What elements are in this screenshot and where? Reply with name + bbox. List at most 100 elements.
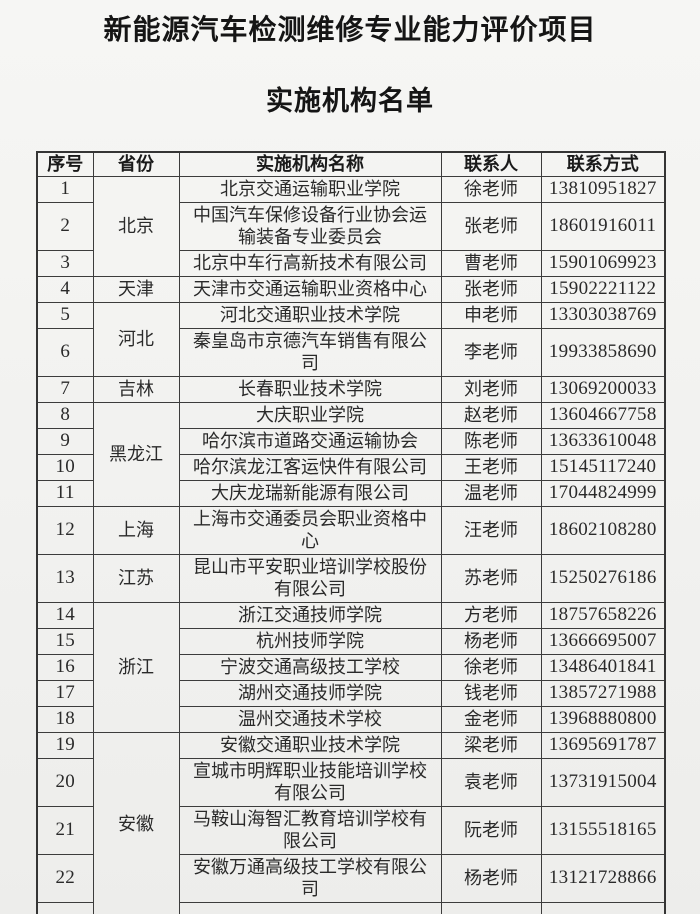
cell-serial-number: 14 <box>36 601 94 629</box>
cell-organization-name: 中国汽车保修设备行业协会运输装备专业委员会 <box>178 201 442 251</box>
cell-serial-number: 12 <box>36 505 94 555</box>
cell-organization-name: 哈尔滨龙江客运快件有限公司 <box>178 453 442 481</box>
cell-organization-name: 秦皇岛市京德汽车销售有限公司 <box>178 327 442 377</box>
table-row: 8 黑龙江 大庆职业学院 赵老师 13604667758 <box>36 401 666 507</box>
table-row: 1 北京 北京交通运输职业学院 徐老师 13810951827 <box>36 175 666 277</box>
column-header-0: 序号 <box>36 151 94 177</box>
column-header-4: 联系方式 <box>540 151 666 177</box>
cell-empty <box>36 901 94 914</box>
cell-serial-number: 2 <box>36 201 94 251</box>
table-row: 5 河北 河北交通职业技术学院 申老师 13303038769 <box>36 301 666 377</box>
cell-organization-name: 湖州交通技师学院 <box>178 679 442 707</box>
cell-contact-person: 温老师 <box>440 479 542 507</box>
cell-organization-name: 杭州技师学院 <box>178 627 442 655</box>
cell-contact-person: 王老师 <box>440 453 542 481</box>
cell-organization-name: 上海市交通委员会职业资格中心 <box>178 505 442 555</box>
cell-serial-number: 21 <box>36 805 94 855</box>
cell-province: 上海 <box>92 505 180 555</box>
table-row: 19 安徽 安徽交通职业技术学院 梁老师 13695691787 <box>36 731 666 914</box>
table-header-row: 序号 省份 实施机构名称 联系人 联系方式 <box>36 151 666 177</box>
cell-contact-person: 张老师 <box>440 201 542 251</box>
cell-serial-number: 3 <box>36 249 94 277</box>
cell-phone-number: 13857271988 <box>540 679 666 707</box>
cell-serial-number: 13 <box>36 553 94 603</box>
table-row: 7 吉林 长春职业技术学院 刘老师 13069200033 <box>36 375 666 403</box>
table-row-partial <box>36 901 666 914</box>
cell-organization-name: 大庆龙瑞新能源有限公司 <box>178 479 442 507</box>
cell-phone-number: 13695691787 <box>540 731 666 759</box>
cell-contact-person: 杨老师 <box>440 627 542 655</box>
cell-contact-person: 袁老师 <box>440 757 542 807</box>
cell-phone-number: 18601916011 <box>540 201 666 251</box>
cell-phone-number: 13810951827 <box>540 175 666 203</box>
table-row: 11 大庆龙瑞新能源有限公司 温老师 17044824999 <box>36 479 666 507</box>
cell-province: 黑龙江 <box>92 401 180 507</box>
cell-organization-name: 马鞍山海智汇教育培训学校有限公司 <box>178 805 442 855</box>
cell-contact-person: 梁老师 <box>440 731 542 759</box>
table-row: 21 马鞍山海智汇教育培训学校有限公司 阮老师 13155518165 <box>36 805 666 855</box>
cell-phone-number: 13121728866 <box>540 853 666 903</box>
cell-serial-number: 4 <box>36 275 94 303</box>
cell-organization-name: 安徽交通职业技术学院 <box>178 731 442 759</box>
cell-organization-name: 昆山市平安职业培训学校股份有限公司 <box>178 553 442 603</box>
cell-serial-number: 19 <box>36 731 94 759</box>
cell-organization-name: 宁波交通高级技工学校 <box>178 653 442 681</box>
cell-province: 安徽 <box>92 731 180 914</box>
cell-province: 天津 <box>92 275 180 303</box>
cell-serial-number: 16 <box>36 653 94 681</box>
cell-organization-name: 安徽万通高级技工学校有限公司 <box>178 853 442 903</box>
cell-organization-name: 温州交通技术学校 <box>178 705 442 733</box>
cell-phone-number: 17044824999 <box>540 479 666 507</box>
table-row: 15 杭州技师学院 杨老师 13666695007 <box>36 627 666 655</box>
cell-contact-person: 徐老师 <box>440 653 542 681</box>
cell-phone-number: 13666695007 <box>540 627 666 655</box>
cell-province: 浙江 <box>92 601 180 733</box>
cell-province: 吉林 <box>92 375 180 403</box>
cell-organization-name: 天津市交通运输职业资格中心 <box>178 275 442 303</box>
table-row: 3 北京中车行高新技术有限公司 曹老师 15901069923 <box>36 249 666 277</box>
cell-phone-number: 15902221122 <box>540 275 666 303</box>
cell-phone-number: 13069200033 <box>540 375 666 403</box>
cell-organization-name: 北京交通运输职业学院 <box>178 175 442 203</box>
column-header-3: 联系人 <box>440 151 542 177</box>
cell-contact-person: 钱老师 <box>440 679 542 707</box>
cell-serial-number: 10 <box>36 453 94 481</box>
cell-serial-number: 9 <box>36 427 94 455</box>
cell-organization-name: 宣城市明辉职业技能培训学校有限公司 <box>178 757 442 807</box>
cell-phone-number: 15250276186 <box>540 553 666 603</box>
cell-serial-number: 22 <box>36 853 94 903</box>
cell-organization-name: 哈尔滨市道路交通运输协会 <box>178 427 442 455</box>
cell-contact-person: 金老师 <box>440 705 542 733</box>
cell-contact-person: 申老师 <box>440 301 542 329</box>
cell-serial-number: 18 <box>36 705 94 733</box>
cell-organization-name: 河北交通职业技术学院 <box>178 301 442 329</box>
cell-contact-person: 曹老师 <box>440 249 542 277</box>
cell-phone-number: 15145117240 <box>540 453 666 481</box>
institutions-table: 序号 省份 实施机构名称 联系人 联系方式 1 北京 北京交通运输职业学院 徐老师 138109… <box>36 151 666 914</box>
cell-serial-number: 5 <box>36 301 94 329</box>
cell-serial-number: 11 <box>36 479 94 507</box>
cell-serial-number: 15 <box>36 627 94 655</box>
cell-contact-person: 李老师 <box>440 327 542 377</box>
cell-contact-person: 刘老师 <box>440 375 542 403</box>
table-row: 16 宁波交通高级技工学校 徐老师 13486401841 <box>36 653 666 681</box>
cell-contact-person: 徐老师 <box>440 175 542 203</box>
cell-phone-number: 19933858690 <box>540 327 666 377</box>
cell-organization-name: 长春职业技术学院 <box>178 375 442 403</box>
cell-empty <box>178 901 442 914</box>
cell-contact-person: 汪老师 <box>440 505 542 555</box>
cell-serial-number: 6 <box>36 327 94 377</box>
table-row: 4 天津 天津市交通运输职业资格中心 张老师 15902221122 <box>36 275 666 303</box>
cell-contact-person: 赵老师 <box>440 401 542 429</box>
cell-empty <box>540 901 666 914</box>
cell-contact-person: 苏老师 <box>440 553 542 603</box>
table-body: 1 北京 北京交通运输职业学院 徐老师 13810951827 2 中国汽车保修设备行业协会… <box>36 175 666 914</box>
cell-province: 江苏 <box>92 553 180 603</box>
table-row: 20 宣城市明辉职业技能培训学校有限公司 袁老师 13731915004 <box>36 757 666 807</box>
cell-phone-number: 18757658226 <box>540 601 666 629</box>
cell-phone-number: 15901069923 <box>540 249 666 277</box>
cell-serial-number: 1 <box>36 175 94 203</box>
cell-empty <box>440 901 542 914</box>
table-header: 序号 省份 实施机构名称 联系人 联系方式 <box>36 151 666 177</box>
